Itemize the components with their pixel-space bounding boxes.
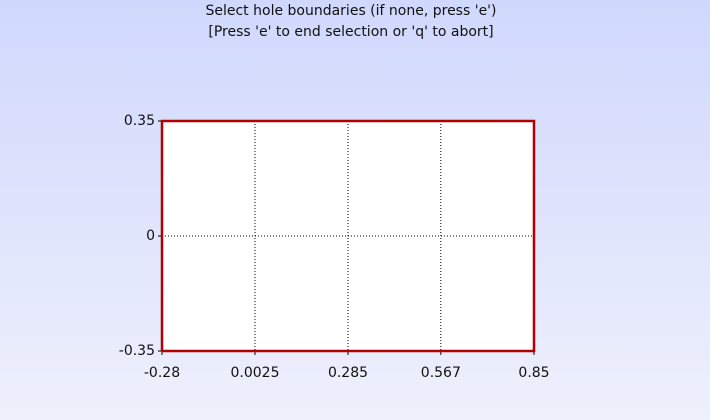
x-tick-label: 0.85	[518, 365, 549, 381]
x-tick-label: 0.567	[421, 365, 461, 381]
y-tick-label: 0.35	[124, 113, 155, 129]
chart-title: Select hole boundaries (if none, press '…	[205, 3, 496, 19]
y-tick-label: 0	[146, 228, 155, 244]
x-tick-label: -0.28	[144, 365, 180, 381]
chart-subtitle: [Press 'e' to end selection or 'q' to ab…	[208, 24, 493, 40]
y-tick-label: -0.35	[119, 343, 155, 359]
x-tick-label: 0.285	[328, 365, 368, 381]
boundary-line	[160, 119, 536, 353]
x-tick-label: 0.0025	[231, 365, 280, 381]
